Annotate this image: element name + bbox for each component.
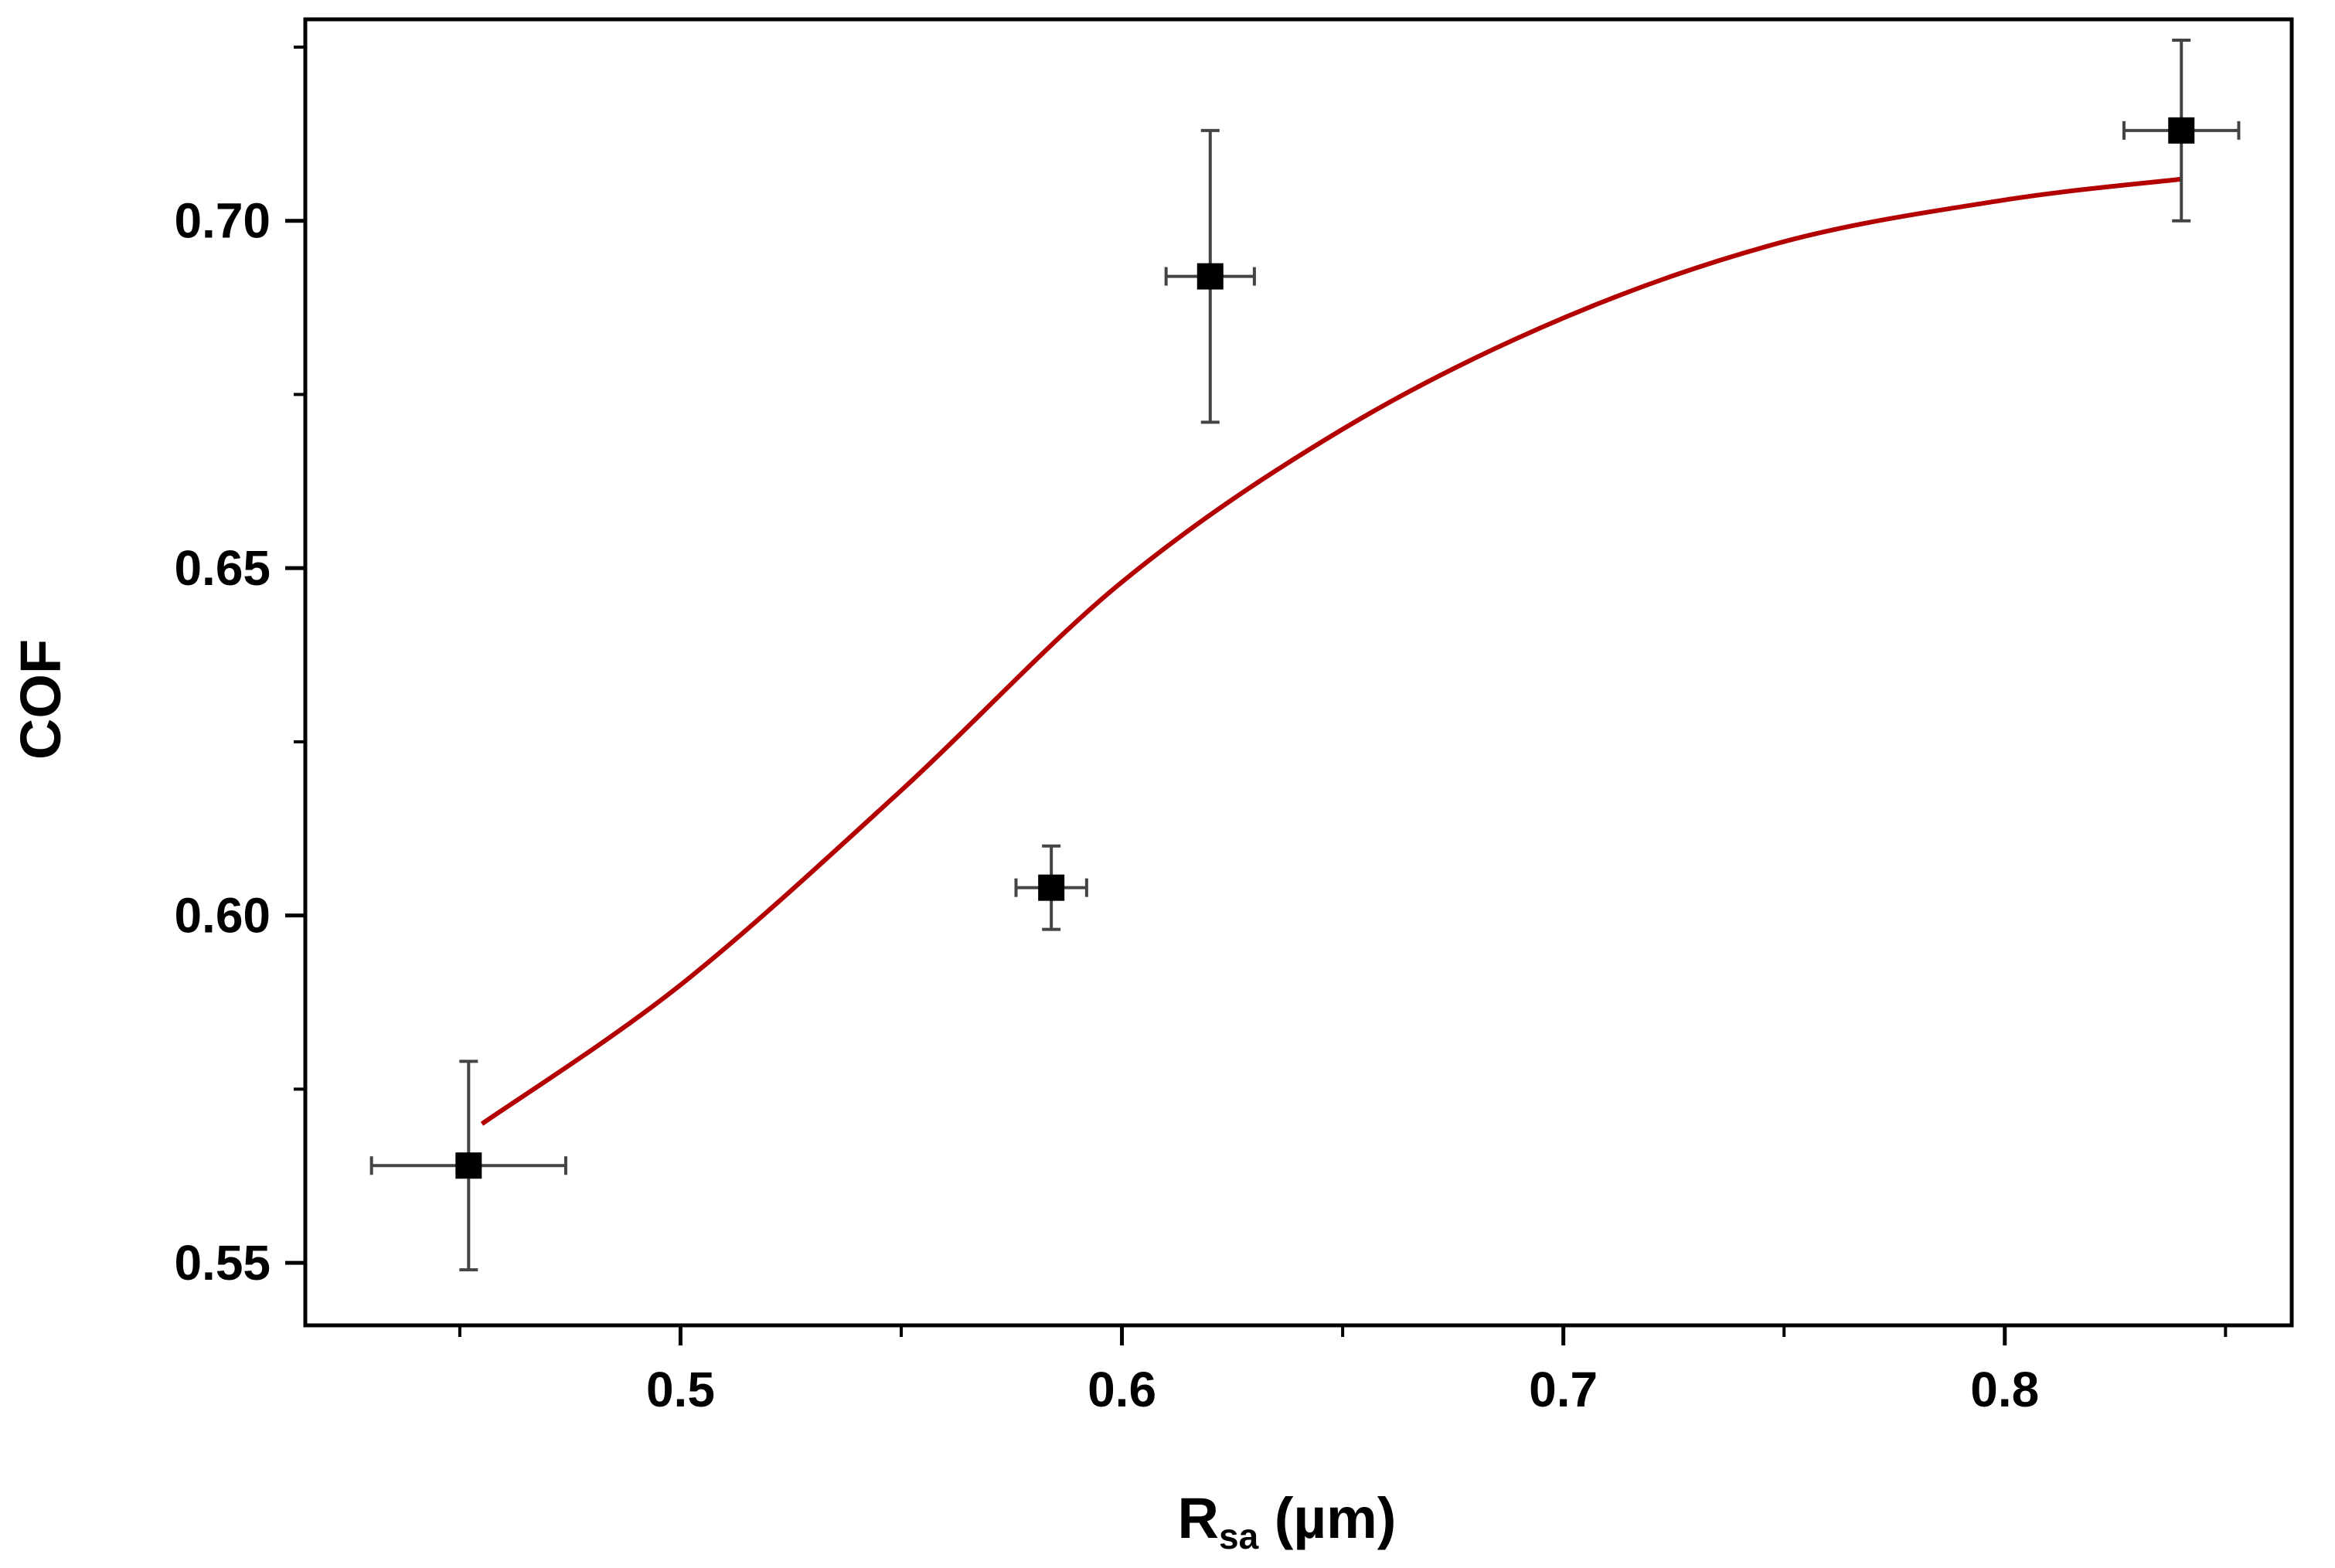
fit-curve	[480, 176, 2182, 1126]
x-tick-label: 0.7	[1529, 1362, 1598, 1417]
x-tick-label: 0.6	[1088, 1362, 1156, 1417]
x-tick-label: 0.5	[646, 1362, 715, 1417]
y-tick-label: 0.65	[174, 540, 271, 596]
error-bars	[369, 38, 2241, 1272]
data-point-marker	[1196, 263, 1224, 290]
y-axis-ticks: 0.55 0.60 0.65 0.70	[174, 45, 305, 1291]
y-tick-label: 0.55	[174, 1235, 271, 1291]
data-point-marker	[455, 1152, 482, 1179]
y-tick-label: 0.60	[174, 888, 271, 944]
y-axis-title: COF	[9, 639, 73, 760]
data-point-marker	[1038, 874, 1065, 901]
x-axis-ticks: 0.5 0.6 0.7 0.8	[458, 1325, 2228, 1417]
x-axis-title-main: R	[1178, 1486, 1219, 1550]
x-tick-label: 0.8	[1970, 1362, 2039, 1417]
plot-frame	[303, 17, 2294, 1328]
x-axis-title: Rsa (µm)	[1178, 1486, 1397, 1556]
x-axis-title-subscript: sa	[1219, 1516, 1259, 1556]
x-axis-title-unit: (µm)	[1258, 1486, 1396, 1550]
data-point-marker	[2168, 117, 2195, 144]
data-markers	[455, 117, 2195, 1179]
y-tick-label: 0.70	[174, 193, 271, 249]
